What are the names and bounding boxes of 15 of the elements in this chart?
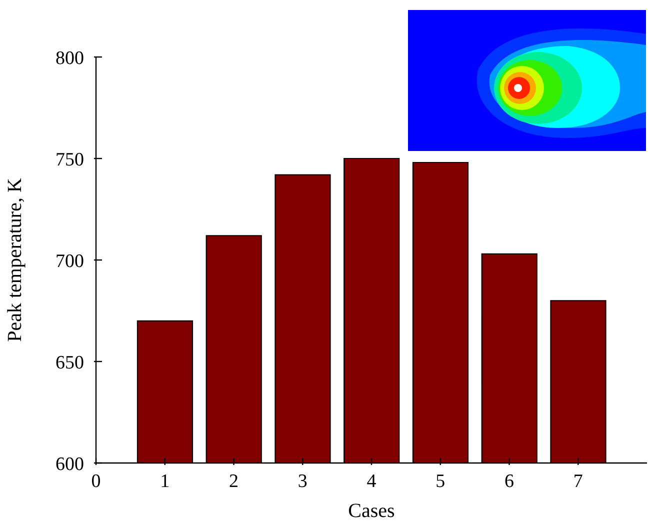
x-tick-label: 4 — [366, 471, 377, 492]
y-tick-label: 600 — [56, 454, 84, 475]
x-axis-title: Cases — [348, 500, 396, 522]
y-tick-label: 750 — [56, 150, 84, 170]
x-tick-label: 0 — [91, 471, 101, 492]
y-axis-title: Peak temperature, K — [4, 178, 26, 342]
x-tick-label: 7 — [573, 471, 583, 492]
x-tick-label: 3 — [298, 471, 308, 492]
y-tick-label: 800 — [56, 48, 84, 69]
x-tick-label: 1 — [160, 471, 170, 492]
x-tick-label: 6 — [504, 471, 514, 492]
x-tick-label: 2 — [229, 471, 238, 492]
y-tick-label: 700 — [56, 251, 84, 272]
x-tick-label: 5 — [436, 471, 446, 492]
y-tick-label: 650 — [56, 352, 84, 374]
